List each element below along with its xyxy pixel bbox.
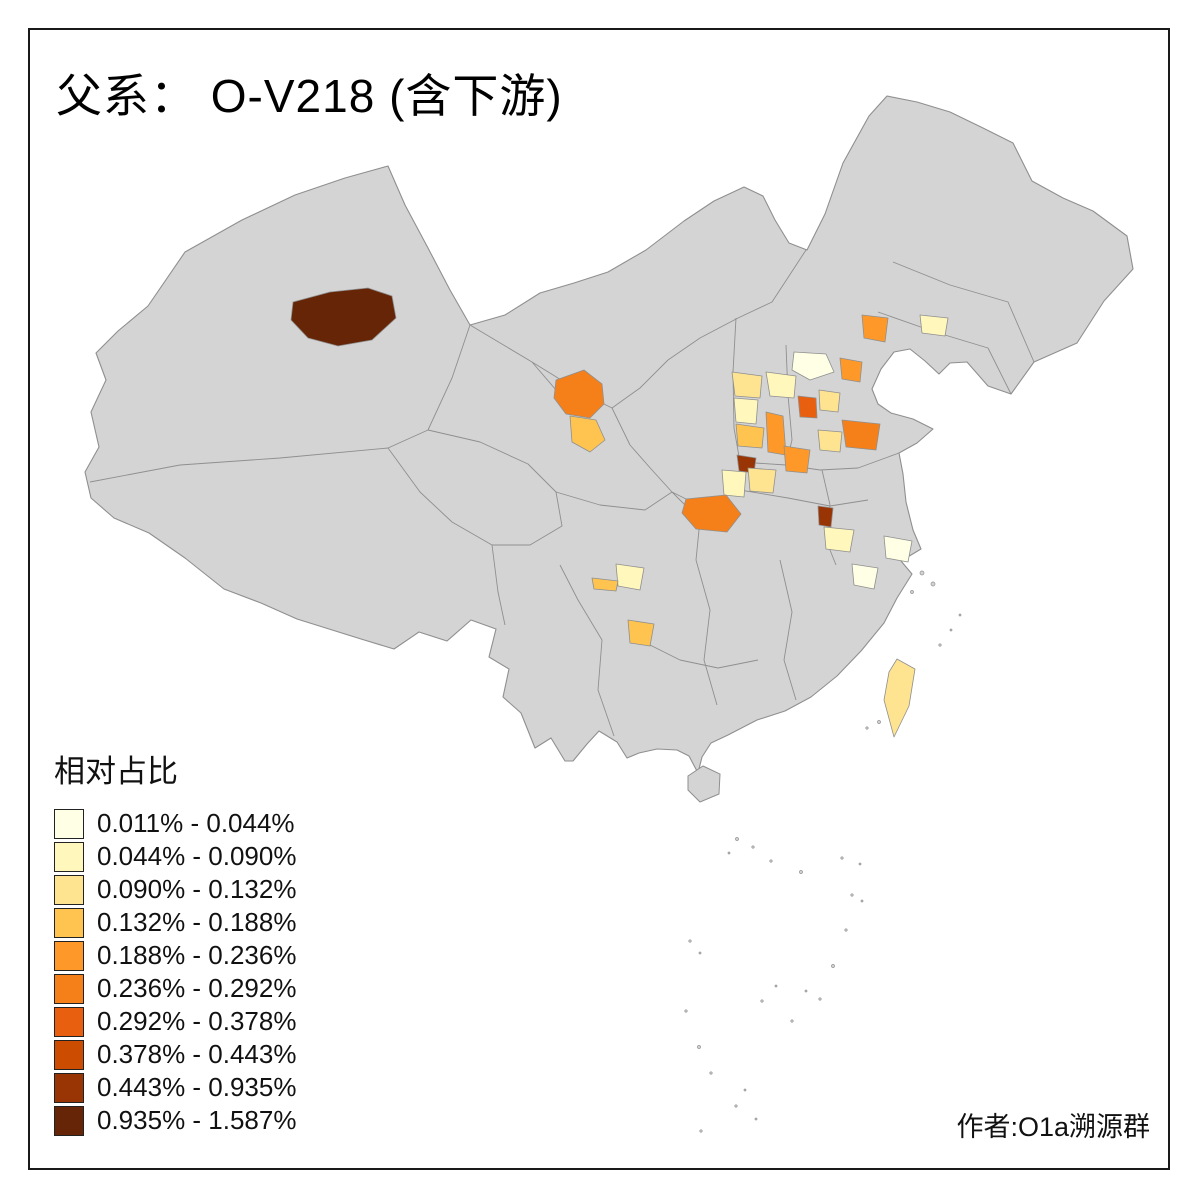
map-region-anhui-dark <box>817 505 834 528</box>
legend-item-label: 0.378% - 0.443% <box>97 1039 297 1069</box>
map-region-taiwan <box>883 658 916 738</box>
mainland-china-shape <box>84 95 1134 774</box>
legend-item-label: 0.044% - 0.090% <box>97 841 297 871</box>
hainan-island-shape <box>687 765 721 803</box>
map-region-gansu-lower <box>569 415 606 453</box>
map-region-beijing-city <box>797 395 818 419</box>
map-region-sichuan-sliver <box>591 577 619 592</box>
legend-item: 0.443% - 0.935% <box>54 1071 296 1104</box>
legend-swatch <box>54 874 84 905</box>
page-title: 父系： O-V218 (含下游) <box>56 70 563 122</box>
legend-item: 0.090% - 0.132% <box>54 873 296 906</box>
legend-item-label: 0.132% - 0.188% <box>97 907 297 937</box>
legend-swatch <box>54 940 84 971</box>
legend: 相对占比 0.011% - 0.044% 0.044% - 0.090% 0.090… <box>54 746 296 1137</box>
legend-item-label: 0.011% - 0.044% <box>97 808 295 838</box>
map-region-shanxi-south <box>735 423 765 449</box>
map-region-shanxi-center <box>733 397 759 425</box>
map-region-shanghai-pale <box>883 535 913 563</box>
legend-item-label: 0.236% - 0.292% <box>97 973 297 1003</box>
legend-title: 相对占比 <box>54 754 178 789</box>
legend-item: 0.236% - 0.292% <box>54 972 296 1005</box>
legend-item: 0.188% - 0.236% <box>54 939 296 972</box>
map-region-zhengzhou <box>783 445 811 474</box>
map-region-guizhou <box>627 619 655 647</box>
map-region-shanxi-strip <box>765 411 787 456</box>
legend-swatch <box>54 808 84 839</box>
legend-swatch <box>54 973 84 1004</box>
map-region-gansu-upper <box>553 369 605 419</box>
small-islands <box>684 570 962 1133</box>
map-region-shaanxi-south <box>681 494 742 533</box>
legend-swatch <box>54 1105 84 1136</box>
map-region-shanxi-north <box>731 371 763 399</box>
map-region-shandong-jinan <box>841 419 881 451</box>
map-region-xinjiang-ili <box>290 287 397 347</box>
author-credit: 作者:O1a溯源群 <box>956 1112 1150 1142</box>
legend-swatch <box>54 1072 84 1103</box>
legend-item: 0.044% - 0.090% <box>54 840 296 873</box>
legend-swatch <box>54 1006 84 1037</box>
legend-swatch <box>54 907 84 938</box>
legend-items: 0.011% - 0.044% 0.044% - 0.090% 0.090% - 0… <box>54 807 296 1137</box>
legend-swatch <box>54 841 84 872</box>
legend-item-label: 0.292% - 0.378% <box>97 1006 297 1036</box>
legend-item: 0.011% - 0.044% <box>54 807 296 840</box>
map-region-hebei-zhangjiakou <box>791 351 835 381</box>
map-region-henan-north <box>747 467 777 494</box>
map-region-liaoning-chaoyang <box>861 314 889 343</box>
map-region-tianjin <box>818 389 841 413</box>
map-region-chongqing-light <box>615 563 645 591</box>
map-region-shandong-west <box>817 429 843 453</box>
map-region-zhejiang-pale <box>851 563 879 590</box>
legend-item: 0.378% - 0.443% <box>54 1038 296 1071</box>
legend-item: 0.292% - 0.378% <box>54 1005 296 1038</box>
legend-item-label: 0.090% - 0.132% <box>97 874 297 904</box>
province-boundaries <box>89 249 1035 737</box>
legend-item: 0.935% - 1.587% <box>54 1104 296 1137</box>
map-region-beijing-north <box>765 371 797 399</box>
map-region-anhui-light <box>823 526 855 553</box>
map-region-henan-west <box>721 469 747 498</box>
map-region-liaoning-shenyang <box>919 314 949 337</box>
map-region-tangshan <box>839 357 863 383</box>
legend-item-label: 0.935% - 1.587% <box>97 1105 297 1135</box>
legend-item-label: 0.188% - 0.236% <box>97 940 297 970</box>
legend-item: 0.132% - 0.188% <box>54 906 296 939</box>
legend-swatch <box>54 1039 84 1070</box>
legend-item-label: 0.443% - 0.935% <box>97 1072 297 1102</box>
highlighted-regions <box>290 287 949 738</box>
